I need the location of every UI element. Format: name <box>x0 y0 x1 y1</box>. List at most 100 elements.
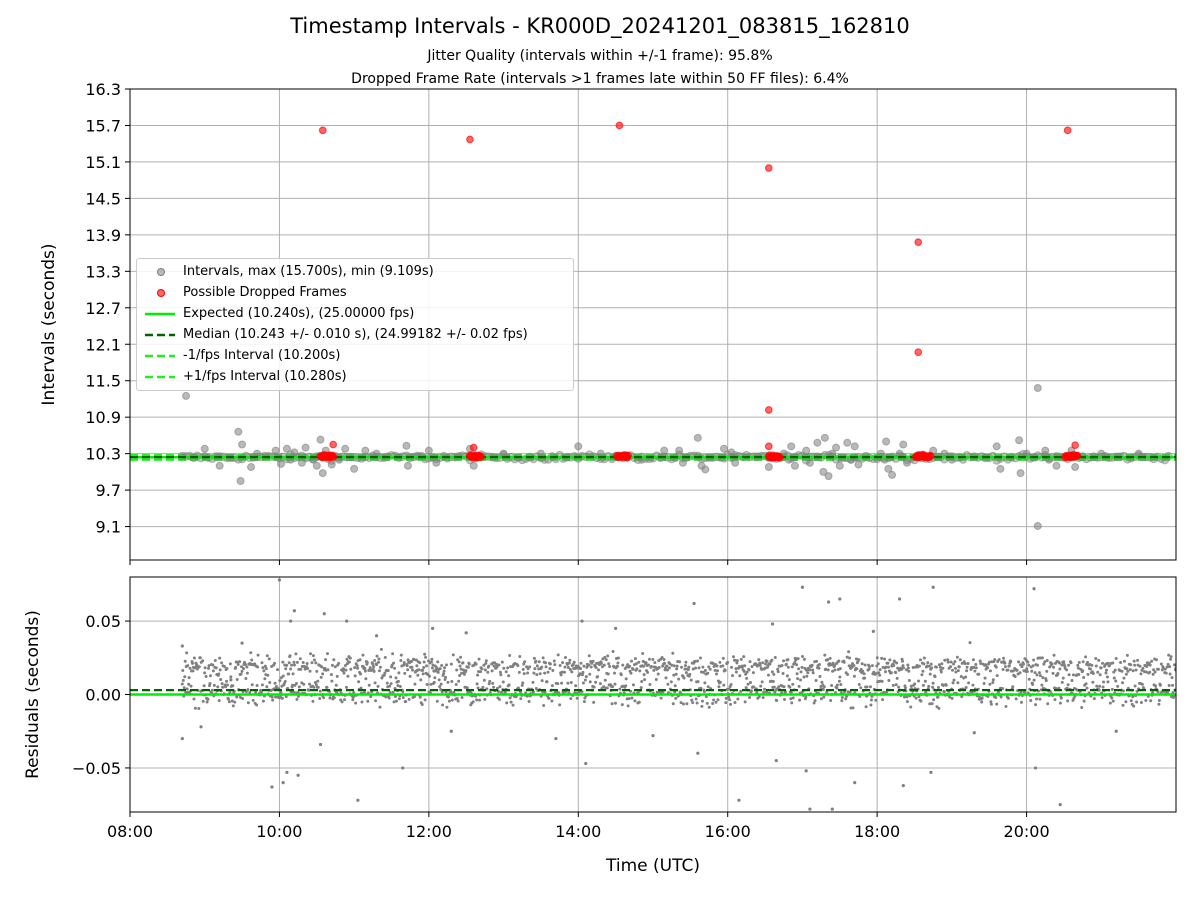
residual-point <box>1031 664 1035 668</box>
residual-point <box>1052 653 1056 657</box>
residual-point <box>385 681 389 685</box>
residual-point <box>1058 701 1062 705</box>
residual-point <box>465 686 469 690</box>
residual-point <box>466 665 470 669</box>
residual-point <box>416 673 420 677</box>
residual-point <box>1067 663 1071 667</box>
residual-point <box>876 662 880 666</box>
residual-point <box>1121 689 1125 693</box>
residual-point <box>1114 729 1118 733</box>
residual-point <box>464 631 468 635</box>
residual-point <box>250 683 254 687</box>
residual-point <box>696 659 700 663</box>
residual-point <box>431 663 435 667</box>
residual-point <box>744 672 748 676</box>
residual-point <box>499 673 503 677</box>
residual-point <box>974 663 978 667</box>
residual-point <box>760 680 764 684</box>
residual-point <box>254 690 258 694</box>
residual-point <box>838 675 842 679</box>
residual-point <box>355 664 359 668</box>
residual-point <box>1084 682 1088 686</box>
residual-point <box>543 690 547 694</box>
residual-point <box>532 656 536 660</box>
interval-point <box>882 437 891 446</box>
residual-point <box>790 665 794 669</box>
residual-point <box>589 665 593 669</box>
residual-point <box>994 665 998 669</box>
residual-point <box>867 665 871 669</box>
residual-point <box>284 695 288 699</box>
residual-point <box>1056 672 1060 676</box>
residual-point <box>696 751 700 755</box>
residual-point <box>1002 656 1006 660</box>
residual-point <box>419 678 423 682</box>
residual-point <box>742 655 746 659</box>
residual-point <box>421 668 425 672</box>
residual-point <box>659 696 663 700</box>
residual-point <box>1035 697 1039 701</box>
residual-point <box>953 666 957 670</box>
residual-point <box>330 679 334 683</box>
residual-point <box>584 761 588 766</box>
residual-point <box>892 664 896 668</box>
residual-point <box>457 660 461 664</box>
interval-point <box>1071 463 1080 472</box>
residual-point <box>711 661 715 665</box>
residual-point <box>1139 700 1143 704</box>
residual-point <box>824 667 828 671</box>
residual-point <box>299 667 303 671</box>
residual-point <box>422 666 426 670</box>
interval-point <box>312 461 321 470</box>
residual-point <box>373 658 377 662</box>
residual-point <box>723 668 727 672</box>
residual-point <box>955 655 959 659</box>
residual-point <box>251 698 255 702</box>
bottom-xtick-label: 18:00 <box>854 822 900 841</box>
residual-point <box>264 667 268 671</box>
residual-point <box>311 699 315 703</box>
residual-point <box>770 622 775 626</box>
residual-point <box>1076 666 1080 670</box>
top-ytick-label: 15.7 <box>85 116 121 135</box>
residual-point <box>507 674 511 678</box>
interval-point <box>301 443 310 452</box>
residual-point <box>644 661 648 665</box>
residual-point <box>739 689 743 693</box>
residual-point <box>1099 666 1103 670</box>
residual-point <box>691 701 695 705</box>
residual-point <box>941 666 945 670</box>
residual-point <box>1077 661 1081 665</box>
residual-point <box>396 684 400 688</box>
residual-point <box>563 656 567 660</box>
residual-point <box>181 669 185 673</box>
residual-point <box>192 656 196 660</box>
residual-point <box>683 664 687 668</box>
residual-point <box>989 700 993 704</box>
residual-point <box>241 696 245 700</box>
residual-point <box>606 672 610 676</box>
residual-point <box>183 675 187 679</box>
residual-point <box>582 700 586 704</box>
residual-point <box>588 680 592 684</box>
residual-point <box>939 670 943 674</box>
residual-point <box>760 667 764 671</box>
residual-point <box>345 619 349 623</box>
residual-point <box>749 689 753 693</box>
residual-point <box>995 702 999 706</box>
residual-point <box>391 652 395 656</box>
residual-point <box>759 684 763 688</box>
residual-point <box>671 651 675 655</box>
residual-point <box>928 702 932 706</box>
residual-point <box>666 682 670 686</box>
residual-point <box>443 666 447 670</box>
dropped-frame-point <box>329 440 338 449</box>
interval-point <box>884 464 893 473</box>
residual-point <box>383 656 387 660</box>
residual-point <box>638 669 642 673</box>
residual-point <box>384 695 388 699</box>
residual-point <box>848 690 852 694</box>
residual-point <box>316 685 320 689</box>
residual-point <box>484 659 488 663</box>
residual-point <box>256 665 260 669</box>
